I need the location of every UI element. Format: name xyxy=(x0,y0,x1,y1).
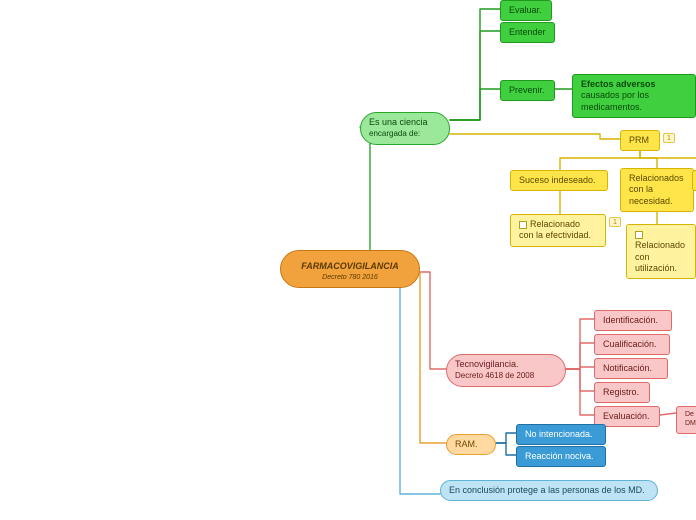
node-relnec: Relacionados con la necesidad. xyxy=(620,168,694,212)
node-ram: RAM. xyxy=(446,434,496,455)
badge-prm: 1 xyxy=(663,133,675,143)
node-notif: Notificación. xyxy=(594,358,668,379)
node-reacnoc: Reacción nociva. xyxy=(516,446,606,467)
node-cual: Cualificación. xyxy=(594,334,670,355)
node-suceso: Suceso indeseado. xyxy=(510,170,608,191)
node-noint: No intencionada. xyxy=(516,424,606,445)
center-subtitle: Decreto 780 2016 xyxy=(295,274,405,283)
node-relefec: Relacionado con la efectividad. xyxy=(510,214,606,247)
node-evaluar: Evaluar. xyxy=(500,0,552,21)
node-entender: Entender xyxy=(500,22,555,43)
node-concl: En conclusión protege a las personas de … xyxy=(440,480,658,501)
node-tecno: Tecnovigilancia.Decreto 4618 de 2008 xyxy=(446,354,566,387)
node-delosdm: De los DM xyxy=(676,406,696,434)
node-efectos: Efectos adversos causados por los medica… xyxy=(572,74,696,118)
node-relutil: Relacionado con utilización. xyxy=(626,224,696,279)
node-relx: Rel xyxy=(692,170,696,191)
center-node: FARMACOVIGILANCIA Decreto 780 2016 xyxy=(280,250,420,288)
center-title: FARMACOVIGILANCIA xyxy=(301,261,399,271)
node-ident: Identificación. xyxy=(594,310,672,331)
node-prevenir: Prevenir. xyxy=(500,80,555,101)
node-reg: Registro. xyxy=(594,382,650,403)
badge-relefec: 1 xyxy=(609,217,621,227)
node-prm: PRM xyxy=(620,130,660,151)
node-ciencia: Es una cienciaencargada de: xyxy=(360,112,450,145)
